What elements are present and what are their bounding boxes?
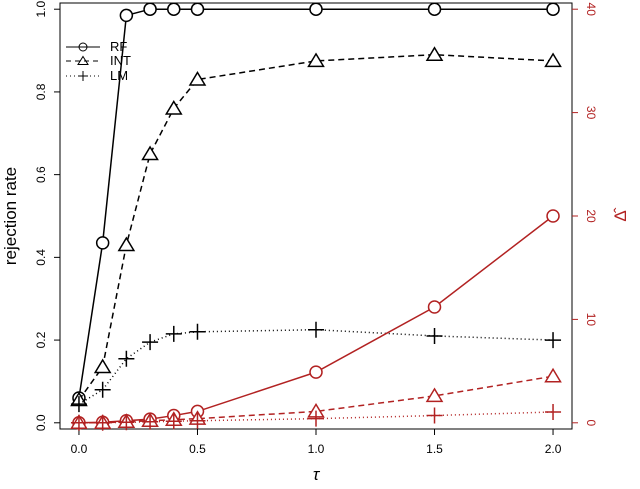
point-int-8 [544, 52, 562, 68]
y-tick-label-3: 0.6 [34, 166, 48, 183]
y-tick-label-4: 0.8 [34, 83, 48, 100]
point-rf-3 [143, 2, 157, 16]
y-tick-label-1: 0.2 [34, 331, 48, 348]
legend-label-lm: LM [110, 68, 128, 83]
point-delta-5-1 [94, 414, 111, 431]
point-rf-8 [546, 2, 560, 16]
point-int-5 [188, 71, 207, 86]
series-layer [70, 2, 562, 431]
point-int-2 [117, 236, 136, 252]
point-rf-6 [309, 2, 323, 16]
y2-tick-label-2: 20 [584, 209, 598, 223]
point-int-4 [164, 100, 183, 115]
point-rf-5 [190, 2, 205, 16]
series-int [70, 46, 562, 407]
point-delta-5-0 [70, 414, 87, 431]
point-delta-5-5 [189, 412, 206, 429]
x-tick-label-2: 1.0 [308, 442, 325, 456]
point-delta-5-6 [308, 410, 324, 427]
point-int-1 [93, 358, 112, 374]
point-lm-5 [189, 323, 206, 340]
point-delta-3-7 [427, 300, 442, 314]
x-tick-label-1: 0.5 [189, 442, 206, 456]
legend-label-rf: RF [110, 39, 127, 54]
legend-marker-rf [78, 42, 88, 52]
point-int-7 [425, 46, 444, 61]
x-tick-label-0: 0.0 [71, 442, 88, 456]
point-lm-8 [545, 332, 562, 349]
legend-marker-int [77, 55, 89, 65]
y-axis-title: rejection rate [1, 167, 20, 265]
point-lm-7 [426, 327, 443, 344]
x-axis-title: τ [313, 465, 321, 484]
x-tick-label-3: 1.5 [426, 442, 443, 456]
point-lm-4 [165, 325, 182, 342]
point-delta-4-7 [425, 387, 444, 403]
y-tick-label-5: 1.0 [34, 1, 48, 18]
point-rf-2 [119, 8, 134, 23]
point-delta-5-7 [426, 407, 443, 424]
point-lm-0 [70, 396, 87, 413]
y2-axis-title: Δ̂ [611, 207, 630, 221]
point-lm-1 [94, 381, 111, 398]
legend-label-int: INT [110, 53, 131, 68]
y2-tick-label-3: 30 [584, 106, 598, 120]
point-delta-3-8 [546, 209, 560, 223]
point-rf-7 [427, 2, 442, 16]
point-delta-5-2 [118, 414, 135, 431]
point-lm-2 [118, 350, 135, 367]
point-delta-5-3 [142, 413, 159, 430]
point-lm-3 [142, 334, 159, 351]
axes-layer: 0.0 0.5 1.0 1.5 2.0 0.0 0.2 0.4 0.6 0.8 1.0 0 10 20 30… [34, 1, 598, 456]
series-delta-3 [72, 209, 560, 430]
y-tick-label-0: 0.0 [34, 414, 48, 431]
point-delta-5-8 [545, 403, 562, 420]
point-delta-3-6 [309, 365, 323, 379]
point-delta-5-4 [165, 413, 182, 430]
legend: RF INT LM [66, 39, 131, 83]
point-rf-4 [167, 2, 181, 16]
point-int-6 [307, 52, 325, 68]
series-line-delta-3 [78, 215, 554, 424]
point-int-3 [141, 145, 159, 161]
x-tick-label-4: 2.0 [545, 442, 562, 456]
series-lm [70, 321, 562, 413]
point-lm-6 [308, 321, 324, 338]
point-rf-1 [95, 236, 110, 250]
y-tick-label-2: 0.4 [34, 249, 48, 266]
series-line-delta-5 [78, 411, 554, 424]
y2-tick-label-0: 0 [584, 419, 598, 426]
point-delta-4-8 [544, 367, 562, 383]
legend-marker-lm [78, 71, 88, 81]
y2-tick-label-4: 40 [584, 3, 598, 17]
series-delta-5 [70, 403, 562, 431]
y2-tick-label-1: 10 [584, 313, 598, 327]
